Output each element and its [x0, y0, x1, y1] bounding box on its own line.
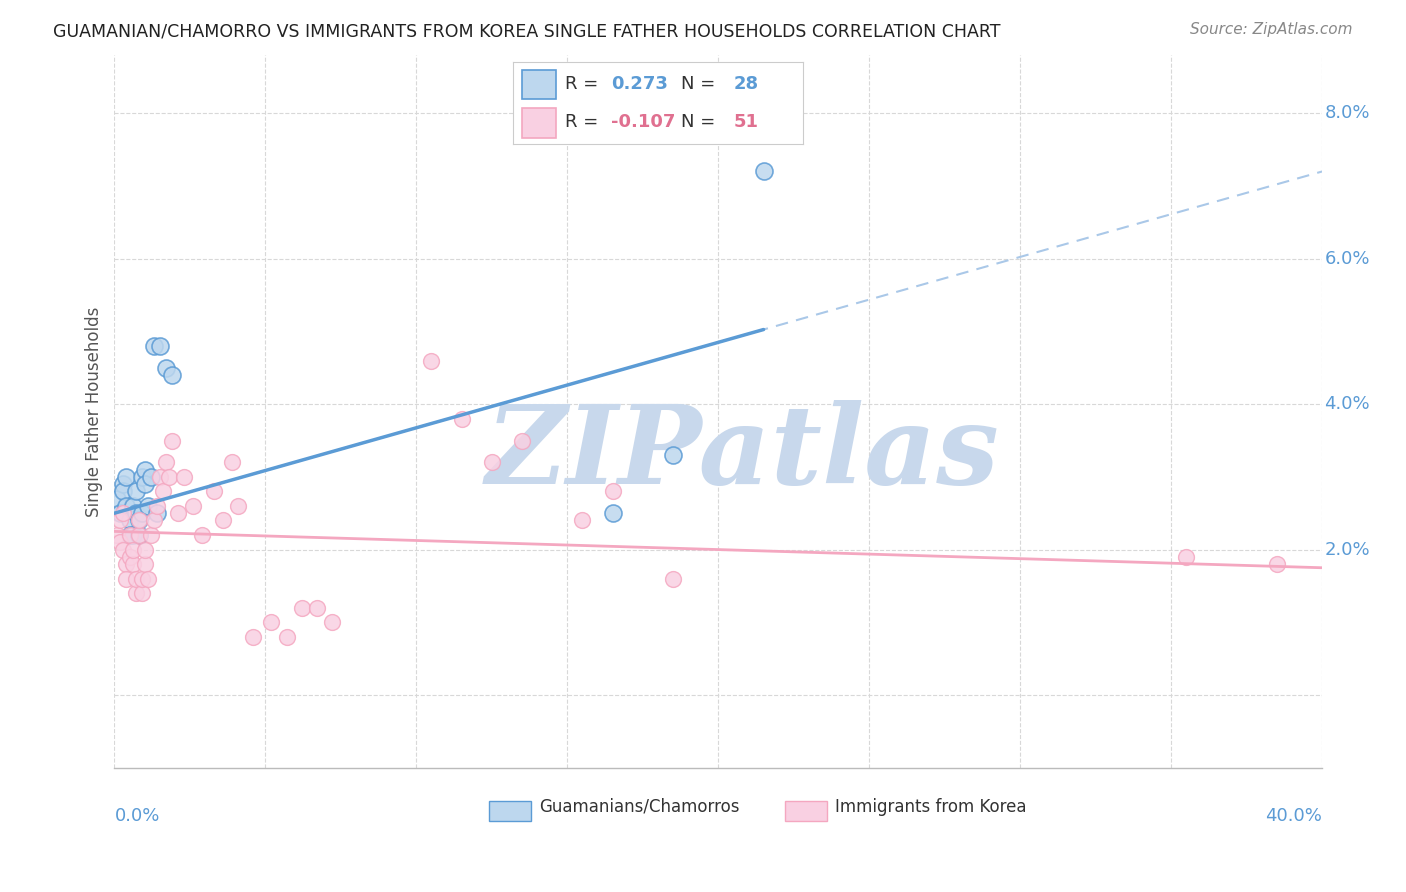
- Point: [136, 572, 159, 586]
- Text: ZIPatlas: ZIPatlas: [485, 401, 1000, 508]
- Point: [305, 600, 328, 615]
- Point: [112, 484, 135, 499]
- Text: Guamanians/Chamorros: Guamanians/Chamorros: [540, 798, 740, 816]
- Point: [128, 514, 150, 528]
- Point: [242, 630, 264, 644]
- Text: Immigrants from Korea: Immigrants from Korea: [835, 798, 1026, 816]
- Point: [110, 535, 132, 549]
- Point: [142, 514, 165, 528]
- Point: [155, 360, 177, 375]
- Point: [450, 411, 472, 425]
- Point: [145, 499, 167, 513]
- Point: [121, 499, 143, 513]
- Point: [107, 528, 129, 542]
- Point: [260, 615, 283, 630]
- Point: [1265, 557, 1288, 571]
- Point: [291, 600, 314, 615]
- Point: [662, 448, 685, 462]
- Point: [181, 499, 204, 513]
- Point: [481, 455, 503, 469]
- Point: [131, 586, 153, 600]
- Point: [662, 572, 685, 586]
- Point: [112, 506, 135, 520]
- Point: [107, 491, 129, 506]
- Point: [118, 528, 141, 542]
- Point: [121, 528, 143, 542]
- Y-axis label: Single Father Households: Single Father Households: [86, 306, 103, 516]
- Point: [136, 499, 159, 513]
- Point: [134, 462, 156, 476]
- Point: [121, 542, 143, 557]
- Point: [124, 586, 146, 600]
- Point: [602, 506, 624, 520]
- Point: [131, 506, 153, 520]
- Point: [173, 470, 195, 484]
- Point: [276, 630, 298, 644]
- Point: [212, 514, 235, 528]
- Text: GUAMANIAN/CHAMORRO VS IMMIGRANTS FROM KOREA SINGLE FATHER HOUSEHOLDS CORRELATION: GUAMANIAN/CHAMORRO VS IMMIGRANTS FROM KO…: [53, 22, 1001, 40]
- FancyBboxPatch shape: [489, 801, 531, 822]
- Point: [134, 557, 156, 571]
- Point: [152, 484, 174, 499]
- Point: [110, 506, 132, 520]
- Point: [149, 339, 172, 353]
- Point: [510, 434, 533, 448]
- Text: 6.0%: 6.0%: [1324, 250, 1369, 268]
- FancyBboxPatch shape: [785, 801, 827, 822]
- Point: [134, 477, 156, 491]
- Point: [112, 542, 135, 557]
- Text: 8.0%: 8.0%: [1324, 104, 1369, 122]
- Point: [118, 528, 141, 542]
- Point: [118, 549, 141, 564]
- Point: [166, 506, 188, 520]
- Point: [149, 470, 172, 484]
- Point: [128, 528, 150, 542]
- Point: [128, 528, 150, 542]
- Point: [321, 615, 343, 630]
- Point: [121, 557, 143, 571]
- Point: [145, 506, 167, 520]
- Point: [110, 514, 132, 528]
- Point: [124, 506, 146, 520]
- Point: [134, 542, 156, 557]
- Point: [202, 484, 225, 499]
- Point: [115, 470, 138, 484]
- Point: [1175, 549, 1198, 564]
- Point: [139, 470, 162, 484]
- Point: [752, 164, 775, 178]
- Point: [115, 499, 138, 513]
- Text: 0.0%: 0.0%: [114, 807, 160, 825]
- Point: [221, 455, 243, 469]
- Point: [139, 528, 162, 542]
- Text: 40.0%: 40.0%: [1265, 807, 1322, 825]
- Point: [124, 484, 146, 499]
- Point: [226, 499, 249, 513]
- Point: [131, 572, 153, 586]
- Point: [160, 434, 183, 448]
- Point: [191, 528, 214, 542]
- Text: Source: ZipAtlas.com: Source: ZipAtlas.com: [1189, 22, 1353, 37]
- Point: [131, 470, 153, 484]
- Point: [112, 477, 135, 491]
- Point: [602, 484, 624, 499]
- Point: [118, 514, 141, 528]
- Point: [115, 557, 138, 571]
- Point: [420, 353, 443, 368]
- Text: 4.0%: 4.0%: [1324, 395, 1369, 413]
- Point: [160, 368, 183, 382]
- Point: [115, 572, 138, 586]
- Point: [155, 455, 177, 469]
- Point: [571, 514, 593, 528]
- Text: 2.0%: 2.0%: [1324, 541, 1369, 558]
- Point: [128, 514, 150, 528]
- Point: [142, 339, 165, 353]
- Point: [124, 572, 146, 586]
- Point: [157, 470, 180, 484]
